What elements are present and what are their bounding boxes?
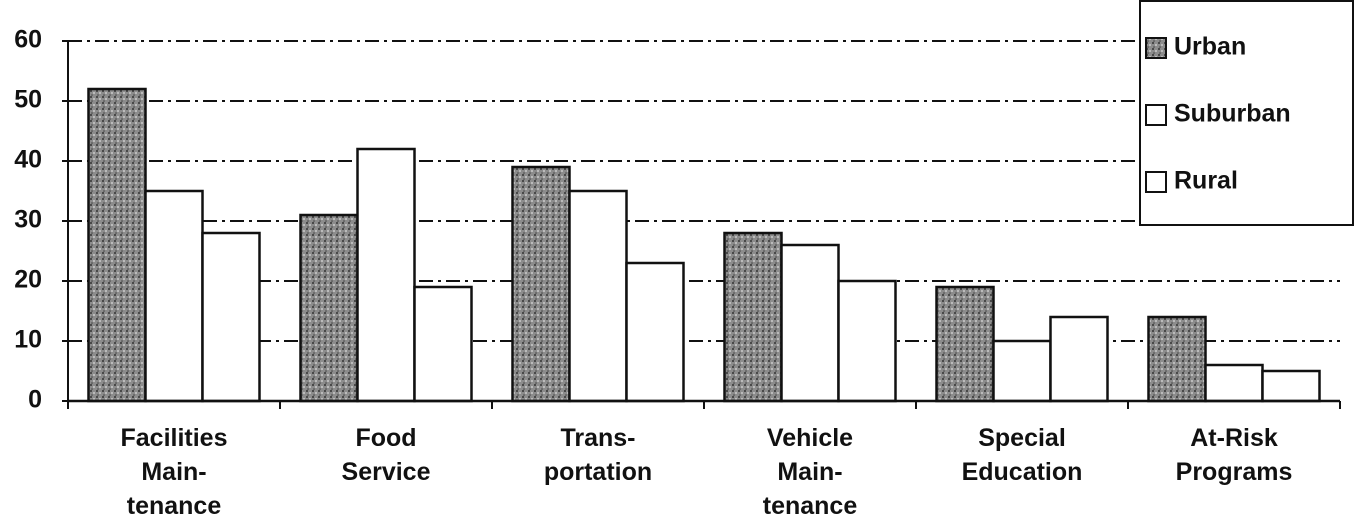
bar (413, 285, 473, 403)
legend-swatch (1145, 171, 1167, 193)
bar (992, 339, 1052, 403)
legend-label: Urban (1174, 33, 1246, 61)
bar (511, 165, 571, 403)
bar (837, 279, 897, 403)
y-tick-label: 50 (14, 86, 42, 114)
y-tick-label: 30 (14, 206, 42, 234)
bar (1261, 369, 1321, 403)
bar (356, 147, 416, 403)
y-tick-label: 10 (14, 326, 42, 354)
legend-box (1139, 0, 1354, 226)
bar (625, 261, 685, 403)
x-tick-label: Trans-portation (544, 424, 652, 486)
legend-swatch (1145, 37, 1167, 59)
bar (87, 87, 147, 403)
bar (723, 231, 783, 403)
y-tick-label: 0 (28, 386, 42, 414)
x-tick-label: Food Service (342, 424, 431, 486)
x-tick-label: At-Risk Programs (1176, 424, 1293, 486)
bar (1049, 315, 1109, 403)
x-tick-label: Facilities Main-tenance (121, 424, 228, 520)
x-tick-label: Vehicle Main-tenance (763, 424, 858, 520)
legend-label: Suburban (1174, 100, 1291, 128)
bar (780, 243, 840, 403)
bar (1204, 363, 1264, 403)
bar (201, 231, 261, 403)
bar (568, 189, 628, 403)
bar (935, 285, 995, 403)
x-tick-label: Special Education (962, 424, 1083, 486)
y-tick-label: 20 (14, 266, 42, 294)
y-tick-label: 60 (14, 26, 42, 54)
y-tick-label: 40 (14, 146, 42, 174)
bar (1147, 315, 1207, 403)
legend-label: Rural (1174, 167, 1238, 195)
bar (144, 189, 204, 403)
legend-swatch (1145, 104, 1167, 126)
bar (299, 213, 359, 403)
